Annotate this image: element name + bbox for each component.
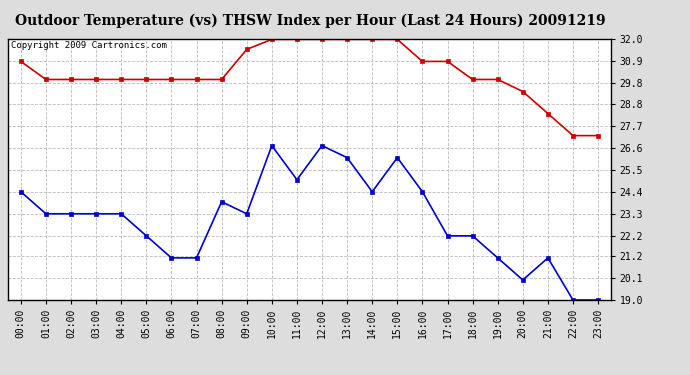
Text: Outdoor Temperature (vs) THSW Index per Hour (Last 24 Hours) 20091219: Outdoor Temperature (vs) THSW Index per …: [15, 13, 606, 27]
Text: Copyright 2009 Cartronics.com: Copyright 2009 Cartronics.com: [11, 40, 167, 50]
